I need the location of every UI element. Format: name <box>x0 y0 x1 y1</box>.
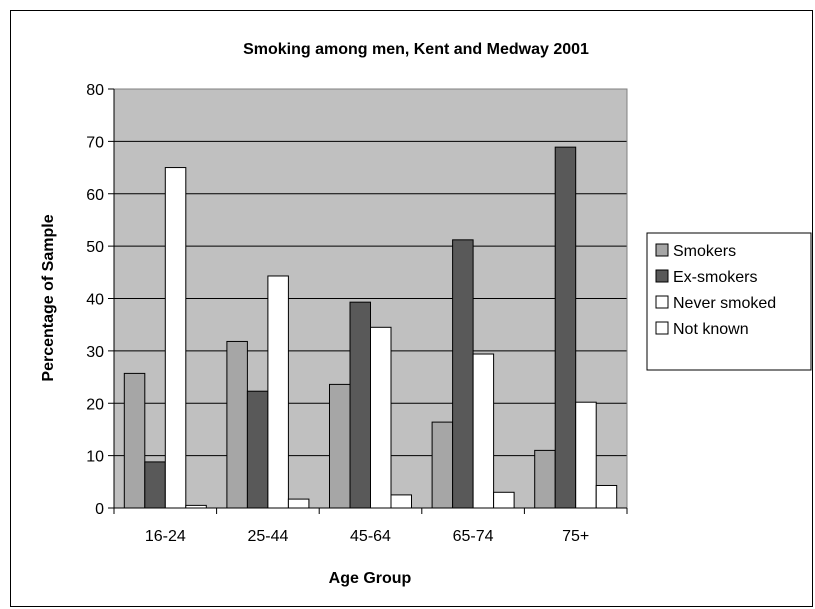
bar-ex-smokers-65-74 <box>452 239 474 509</box>
legend-swatch <box>655 295 669 309</box>
bar-never-smoked-65-74 <box>472 353 495 509</box>
y-tick-label: 50 <box>86 239 104 256</box>
chart-title: Smoking among men, Kent and Medway 2001 <box>243 41 589 58</box>
legend-swatch <box>655 321 669 335</box>
x-tick-label: 45-64 <box>350 528 391 545</box>
x-tick-label: 75+ <box>562 528 589 545</box>
x-tick-label: 25-44 <box>247 528 288 545</box>
bar-ex-smokers-25-44 <box>246 390 269 509</box>
x-axis-ticks: 16-24 25-44 45-64 65-74 75+ <box>113 508 628 545</box>
bar-never-smoked-25-44 <box>267 275 289 509</box>
legend-swatch <box>655 269 669 283</box>
y-axis-label: Percentage of Sample <box>40 214 57 381</box>
y-tick-label: 30 <box>86 344 104 361</box>
y-axis-ticks: 0 10 20 30 40 50 60 70 80 <box>86 82 114 518</box>
bar-smokers-16-24 <box>123 372 146 509</box>
bar-not-known-45-64 <box>390 494 412 509</box>
bar-smokers-65-74 <box>431 421 454 509</box>
legend-entry: Smokers <box>673 243 736 260</box>
legend-entry: Not known <box>673 321 749 338</box>
legend-swatch <box>655 243 669 257</box>
x-axis-label: Age Group <box>329 570 412 587</box>
bar-not-known-65-74 <box>493 491 515 509</box>
legend-box <box>646 232 812 371</box>
bar-smokers-25-44 <box>226 340 248 509</box>
y-tick-label: 80 <box>86 82 104 99</box>
bar-ex-smokers-75+ <box>554 146 577 509</box>
y-tick-label: 40 <box>86 292 104 309</box>
bar-ex-smokers-45-64 <box>349 301 371 509</box>
y-tick-label: 10 <box>86 449 104 466</box>
legend-entry: Ex-smokers <box>673 269 757 286</box>
y-tick-label: 60 <box>86 187 104 204</box>
plot-area <box>113 88 628 509</box>
y-tick-label: 0 <box>95 501 104 518</box>
y-tick-label: 20 <box>86 396 104 413</box>
bars <box>123 146 618 509</box>
bar-ex-smokers-16-24 <box>144 461 166 509</box>
bar-never-smoked-16-24 <box>164 167 187 509</box>
legend-entry: Never smoked <box>673 295 776 312</box>
bar-not-known-75+ <box>595 484 618 509</box>
bar-smokers-75+ <box>534 449 556 509</box>
y-tick-label: 70 <box>86 134 104 151</box>
legend: Smokers Ex-smokers Never smoked Not known <box>646 232 812 371</box>
bar-never-smoked-45-64 <box>370 326 392 509</box>
x-tick-label: 65-74 <box>453 528 494 545</box>
bar-smokers-45-64 <box>329 383 351 509</box>
bar-never-smoked-75+ <box>575 401 597 509</box>
x-tick-label: 16-24 <box>145 528 186 545</box>
bar-not-known-25-44 <box>287 498 310 509</box>
